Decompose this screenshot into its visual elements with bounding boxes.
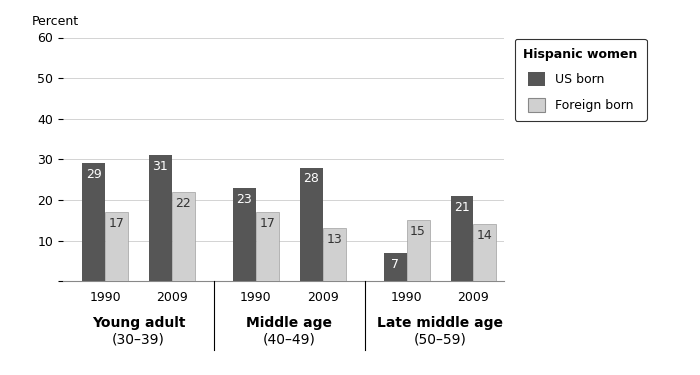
- Bar: [105, 212, 128, 281]
- Bar: [384, 253, 407, 281]
- Bar: [473, 224, 496, 281]
- Text: Percent: Percent: [32, 15, 79, 28]
- Bar: [451, 196, 473, 281]
- Text: 15: 15: [410, 225, 426, 238]
- Text: 22: 22: [176, 197, 191, 210]
- Text: 13: 13: [326, 233, 342, 246]
- Text: (50–59): (50–59): [414, 332, 466, 346]
- Bar: [323, 228, 346, 281]
- Bar: [172, 192, 195, 281]
- Text: Young adult: Young adult: [92, 316, 186, 330]
- Text: Middle age: Middle age: [246, 316, 332, 330]
- Legend: US born, Foreign born: US born, Foreign born: [514, 39, 647, 121]
- Text: 17: 17: [108, 217, 125, 230]
- Text: 21: 21: [454, 201, 470, 214]
- Text: (40–49): (40–49): [262, 332, 316, 346]
- Bar: [82, 164, 105, 281]
- Text: 29: 29: [85, 168, 101, 182]
- Text: Late middle age: Late middle age: [377, 316, 503, 330]
- Bar: [256, 212, 279, 281]
- Text: 31: 31: [153, 160, 168, 173]
- Text: 28: 28: [303, 172, 319, 185]
- Text: 17: 17: [259, 217, 275, 230]
- Text: (30–39): (30–39): [112, 332, 164, 346]
- Bar: [300, 168, 323, 281]
- Text: 14: 14: [477, 229, 493, 242]
- Text: 23: 23: [237, 193, 252, 206]
- Bar: [407, 220, 430, 281]
- Bar: [233, 188, 256, 281]
- Bar: [149, 155, 172, 281]
- Text: 7: 7: [391, 258, 399, 271]
